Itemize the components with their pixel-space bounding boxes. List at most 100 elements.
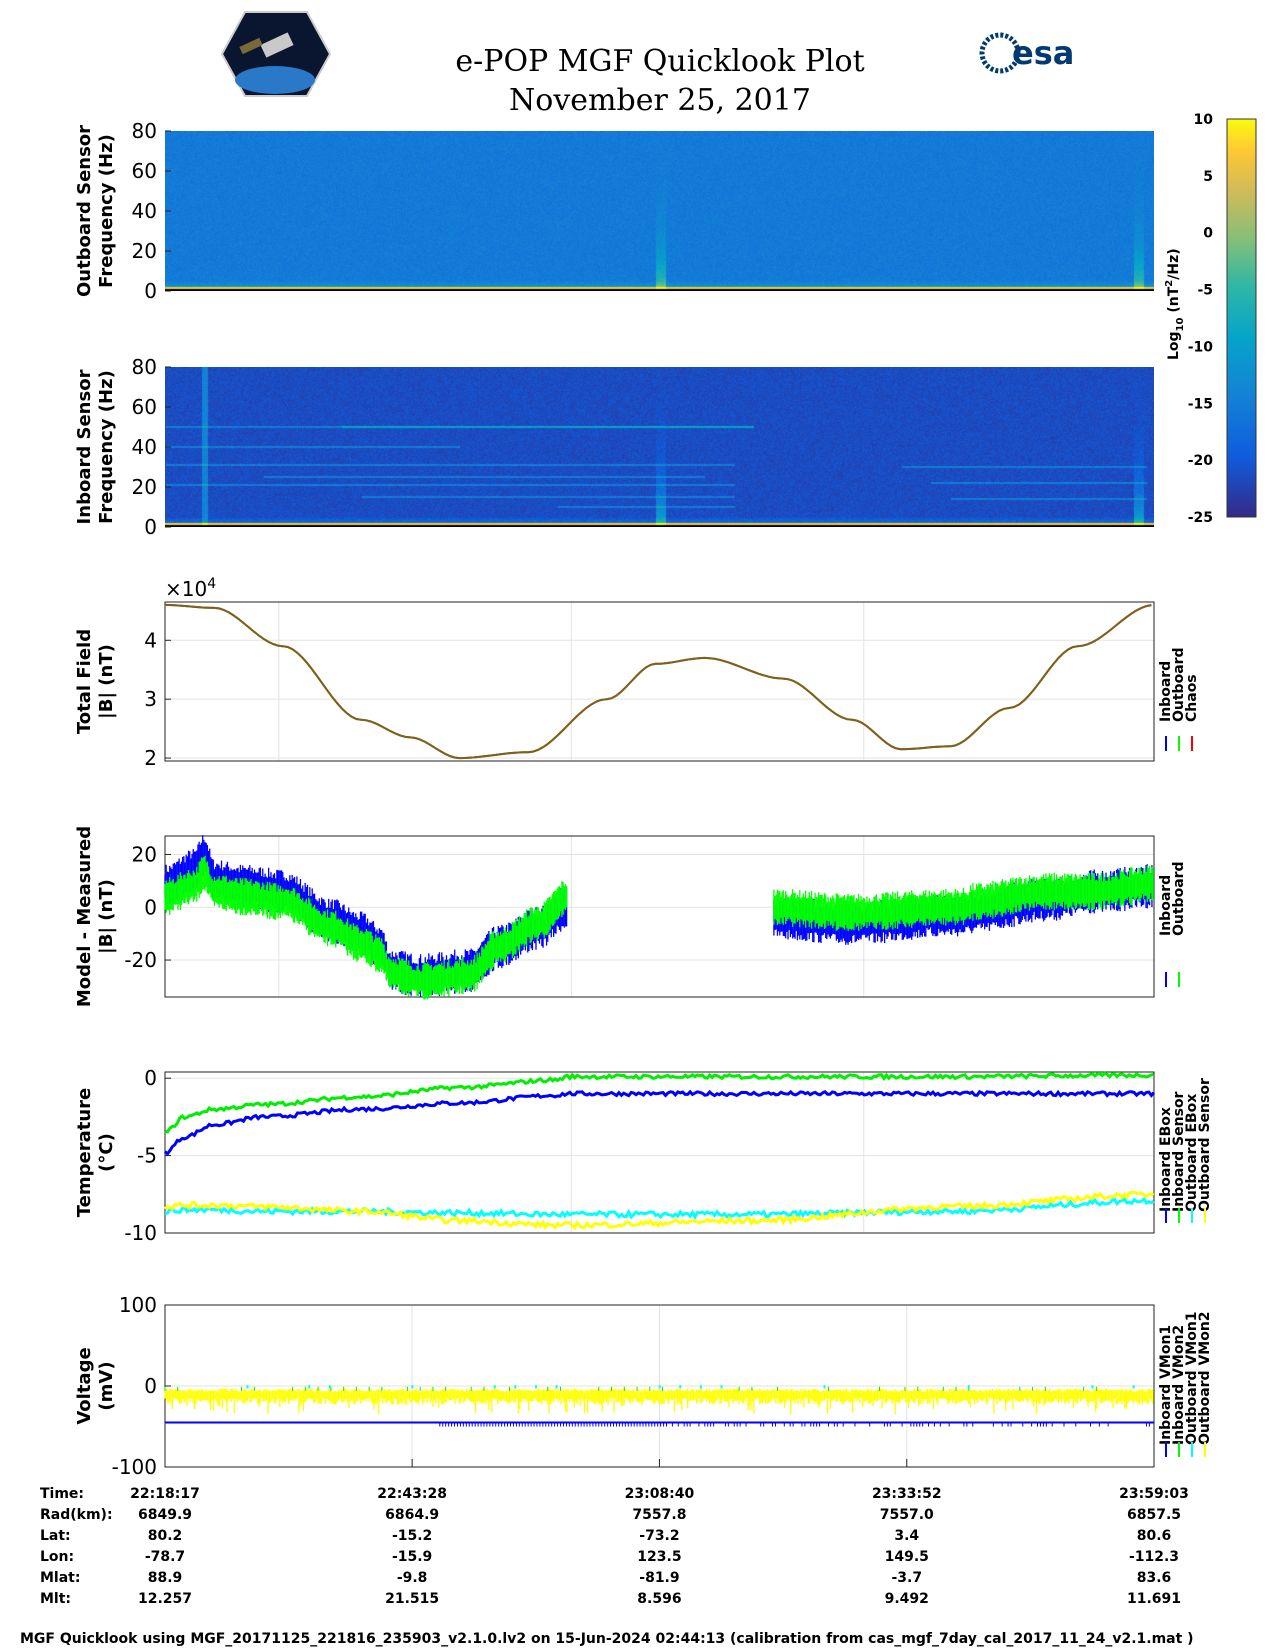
ephemeris-value: 8.596 [637,1591,681,1607]
outboard-spectrogram-panel: 0 20 40 60 80 Outboard Sensor Frequency (Hz) [74,119,171,303]
y-tick-label: 0 [144,1374,157,1398]
colorbar-tick-label: 10 [1194,112,1214,128]
exponent-label: ×104 [165,576,216,601]
total-field-panel: 2 3 4 Total Field |B| (nT) InboardOutboardCha… [74,576,1200,770]
ephemeris-value: 12.257 [138,1591,192,1607]
ephemeris-value: -9.8 [397,1570,428,1586]
ephemeris-value: 3.4 [894,1528,919,1544]
ephemeris-value: 7557.0 [880,1507,934,1523]
legend-label: Outboard Sensor [1197,1078,1213,1212]
y-tick-label: 0 [144,279,157,303]
figure-date: November 25, 2017 [509,83,811,118]
colorbar-tick-label: 0 [1203,226,1213,242]
y-axis-label: |B| (nT) [96,644,117,719]
ephemeris-value: 123.5 [637,1549,681,1565]
y-axis-label: (mV) [96,1361,117,1410]
y-tick-label: -5 [137,1144,157,1168]
figure-title: e-POP MGF Quicklook Plot [455,44,864,79]
ephemeris-value: -78.7 [145,1549,185,1565]
y-axis-label: Frequency (Hz) [96,134,117,288]
ephemeris-value: 7557.8 [632,1507,686,1523]
legend-label: Outboard VMon2 [1197,1311,1213,1445]
ephemeris-value: 80.2 [148,1528,183,1544]
ephemeris-value: -112.3 [1129,1549,1179,1565]
model-minus-measured-panel: -20 0 20 Model - Measured |B| (nT) InboardOut… [74,826,1187,1007]
y-tick-label: -100 [112,1455,157,1479]
ephemeris-value: 23:33:52 [872,1486,942,1502]
y-axis-label: Voltage [74,1347,95,1424]
y-tick-label: 20 [132,239,157,263]
y-axis-label: (°C) [96,1133,117,1172]
ephemeris-value: 23:08:40 [625,1486,695,1502]
ephemeris-value: -15.2 [392,1528,432,1544]
ephemeris-value: -3.7 [891,1570,922,1586]
colorbar-tick-label: -5 [1197,283,1213,299]
y-axis-label: Outboard Sensor [74,125,95,297]
esa-logo-text: esa [1012,34,1074,72]
series-outboard-vmon2 [165,1388,1153,1414]
ephemeris-value: 23:59:03 [1119,1486,1189,1502]
inboard-spectrogram-panel: 0 20 40 60 80 Inboard Sensor Frequency (Hz) [74,355,171,539]
colorbar-tick-label: -10 [1188,339,1214,355]
series-inboard-sensor [165,1073,1154,1132]
colorbar [1227,119,1256,517]
y-tick-label: 4 [144,628,157,652]
colorbar-tick-label: -25 [1188,510,1213,526]
y-axis-label: Model - Measured [74,826,95,1007]
ephemeris-value: 88.9 [148,1570,183,1586]
ephemeris-value: 22:43:28 [377,1486,447,1502]
ephemeris-row-label: Rad(km): [40,1507,113,1523]
ephemeris-value: 6864.9 [385,1507,439,1523]
ephemeris-value: 9.492 [885,1591,929,1607]
legend-label: Outboard [1171,861,1187,936]
y-axis-label: Inboard Sensor [74,369,95,524]
colorbar-tick-label: -20 [1188,453,1214,469]
ephemeris-value: 6857.5 [1127,1507,1181,1523]
ephemeris-value: 80.6 [1137,1528,1172,1544]
y-tick-label: 80 [132,119,157,143]
plot-frame [165,602,1154,761]
colorbar-tick-label: -15 [1188,396,1213,412]
series-outboard [165,605,1151,758]
y-axis-label: Frequency (Hz) [96,370,117,524]
ephemeris-row-label: Mlt: [40,1591,71,1607]
ephemeris-value: 149.5 [885,1549,929,1565]
data-line [165,1073,1154,1132]
ephemeris-value: 6849.9 [138,1507,192,1523]
y-axis-label: |B| (nT) [96,879,117,954]
esa-logo: esa [982,34,1074,72]
ephemeris-row-label: Lat: [40,1528,71,1544]
y-tick-label: 0 [144,515,157,539]
y-tick-label: 80 [132,355,157,379]
figure-svg: esa e-POP MGF Quicklook Plot November 25… [0,0,1275,1650]
y-tick-label: 100 [119,1293,157,1317]
y-tick-label: 20 [132,842,157,866]
voltage-panel: -1000100Voltage (mV) Inboard VMon1Inboard … [74,1293,1213,1479]
y-tick-label: 60 [132,395,157,419]
ephemeris-value: 11.691 [1127,1591,1181,1607]
footer-caption: MGF Quicklook using MGF_20171125_221816_… [20,1631,1194,1647]
ephemeris-value: -81.9 [639,1570,679,1586]
y-tick-label: 0 [144,1066,157,1090]
series-outboard [165,856,1153,1000]
series-outboard-ebox [165,1199,1154,1217]
ephemeris-row-label: Time: [40,1486,84,1502]
series-inboard [165,605,1151,758]
ephemeris-table: Time: 22:18:17 22:43:28 23:08:40 23:33:52 23:… [40,1486,1189,1607]
y-tick-label: 40 [132,435,157,459]
colorbar-tick-label: 5 [1203,169,1213,185]
y-tick-label: 60 [132,159,157,183]
y-axis-label: Temperature [74,1088,95,1217]
y-tick-label: 0 [144,895,157,919]
exponent-base: ×10 [165,577,207,601]
ephemeris-row-label: Mlat: [40,1570,80,1586]
y-tick-label: -10 [124,1221,157,1245]
colorbar-label: Log10 (nT2/Hz) [1164,248,1186,360]
ephemeris-value: 83.6 [1137,1570,1172,1586]
y-tick-label: -20 [124,948,157,972]
ephemeris-value: -15.9 [392,1549,432,1565]
ephemeris-value: -73.2 [639,1528,679,1544]
exponent-power: 4 [207,576,216,592]
y-axis-label: Total Field [74,629,95,734]
series-chaos [165,605,1151,758]
